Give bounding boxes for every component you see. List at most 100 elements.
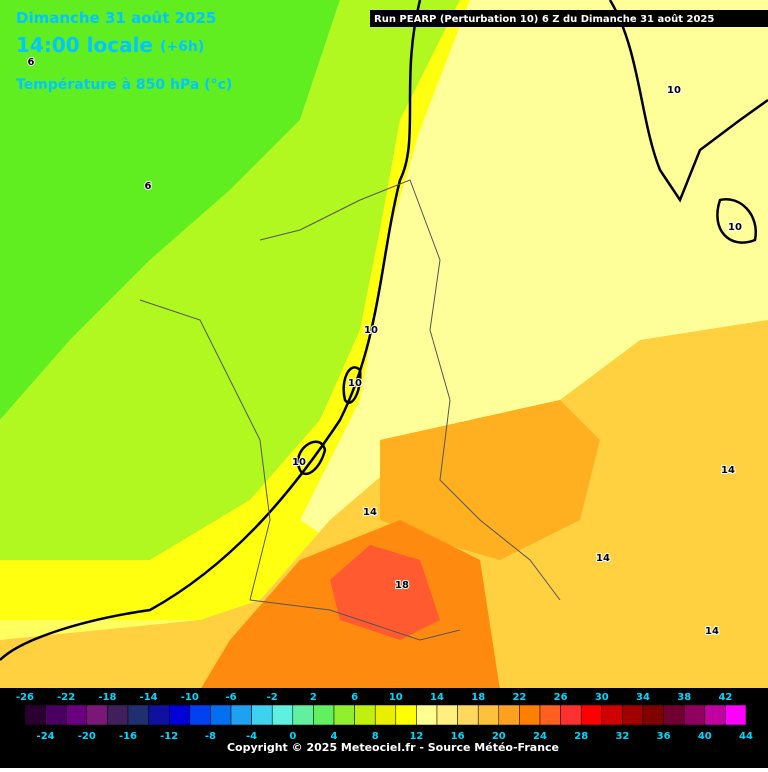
coastline xyxy=(139,299,271,601)
colorbar-label: 40 xyxy=(698,731,712,742)
colorbar-label: 34 xyxy=(636,692,650,703)
colorbar-label: -22 xyxy=(57,692,75,703)
contour-label: 14 xyxy=(721,465,735,476)
colorbar-swatch xyxy=(683,704,706,726)
contour-label: 14 xyxy=(363,507,377,518)
colorbar-swatch xyxy=(354,704,376,726)
colorbar-swatch xyxy=(271,704,294,726)
colorbar-swatch xyxy=(107,704,129,726)
colorbar-label: -14 xyxy=(140,692,158,703)
colorbar-swatch xyxy=(477,704,500,726)
legend-bar xyxy=(0,688,768,768)
colorbar-label: -8 xyxy=(205,731,216,742)
colorbar-label: -16 xyxy=(119,731,137,742)
contour-label: 6 xyxy=(145,181,152,192)
contour-label: 10 xyxy=(348,378,362,389)
colorbar-swatch xyxy=(457,704,479,726)
colorbar-swatch xyxy=(86,704,108,726)
colorbar-label: 6 xyxy=(351,692,358,703)
borders xyxy=(139,179,561,641)
colorbar-swatch xyxy=(189,704,211,726)
colorbar-swatch xyxy=(436,704,458,726)
warm-region xyxy=(300,0,768,540)
colorbar-label: -24 xyxy=(37,731,55,742)
colorbar-swatch xyxy=(45,704,67,726)
colorbar-swatch xyxy=(65,704,88,726)
colorbar-label: 12 xyxy=(409,731,423,742)
header: Run PEARP (Perturbation 10) 6 Z du Diman… xyxy=(374,13,714,25)
colorbar-swatch xyxy=(210,704,232,726)
colorbar-label: 32 xyxy=(615,731,629,742)
colorbar-label: 2 xyxy=(310,692,317,703)
colorbar-swatch xyxy=(704,704,726,726)
header-bar xyxy=(370,10,768,27)
colorbar-swatch xyxy=(251,704,273,726)
colorbar-label: 26 xyxy=(554,692,568,703)
isotherm xyxy=(0,0,422,661)
contour-label: 10 xyxy=(364,325,378,336)
colorbar-label: 18 xyxy=(471,692,485,703)
title-field: Température à 850 hPa (°c) xyxy=(16,77,232,93)
contour-label: 10 xyxy=(728,222,742,233)
colorbar-swatch xyxy=(168,704,191,726)
border xyxy=(259,179,561,601)
colorbar-swatch xyxy=(601,704,623,726)
hottest-region xyxy=(330,545,440,640)
colorbar-swatch xyxy=(395,704,417,726)
hotter-region xyxy=(380,400,600,560)
colorbar-label: -12 xyxy=(160,731,178,742)
contour-label: 10 xyxy=(292,457,306,468)
colorbar-label: 42 xyxy=(718,692,732,703)
colorbar-swatch xyxy=(498,704,520,726)
colorbar-label: 16 xyxy=(451,731,465,742)
colorbar-label: 28 xyxy=(574,731,588,742)
colorbar-swatch xyxy=(519,704,541,726)
colorbar-label: 0 xyxy=(289,731,296,742)
colorbar-label: 36 xyxy=(657,731,671,742)
colorbar-label: 38 xyxy=(677,692,691,703)
colorbar-label: -6 xyxy=(225,692,236,703)
colorbar-label: -4 xyxy=(246,731,257,742)
colorbar-swatch xyxy=(560,704,582,726)
cool-region xyxy=(0,0,460,560)
title-time: 14:00 locale xyxy=(16,33,153,57)
colorbar-label: -18 xyxy=(98,692,116,703)
isotherm xyxy=(296,440,327,476)
title-date: Dimanche 31 août 2025 xyxy=(16,9,216,27)
colorbar-swatch xyxy=(313,704,335,726)
colorbar-label: 44 xyxy=(739,731,753,742)
copyright: Copyright © 2025 Meteociel.fr - Source M… xyxy=(227,741,559,754)
colorbar-swatch xyxy=(230,704,252,726)
colorbar-label: 4 xyxy=(331,731,338,742)
colorbar-label: -26 xyxy=(16,692,34,703)
contour-label: 10 xyxy=(667,85,681,96)
border xyxy=(249,599,461,641)
colorbar-swatch xyxy=(127,704,149,726)
contour-label: 18 xyxy=(395,580,409,591)
colorbar-swatch xyxy=(642,704,664,726)
colorbar-swatch xyxy=(24,704,46,726)
colorbar-label: 22 xyxy=(512,692,526,703)
colorbar-label: 14 xyxy=(430,692,444,703)
contour-label: 14 xyxy=(596,553,610,564)
title-lead: (+6h) xyxy=(160,39,204,55)
colorbar-label: 24 xyxy=(533,731,547,742)
colorbar-swatch xyxy=(374,704,397,726)
colorbar-swatch xyxy=(292,704,314,726)
isotherm xyxy=(716,197,758,244)
colorbar-swatch xyxy=(725,704,747,726)
isotherm xyxy=(342,366,362,404)
colorbar-swatch xyxy=(539,704,561,726)
colorbar-swatch xyxy=(580,704,603,726)
colorbar-label: 10 xyxy=(389,692,403,703)
colorbar-swatch xyxy=(333,704,355,726)
colorbar-label: -20 xyxy=(78,731,96,742)
colorbar-label: 20 xyxy=(492,731,506,742)
colorbar-label: -10 xyxy=(181,692,199,703)
contour-label: 14 xyxy=(705,626,719,637)
colorbar-swatch xyxy=(416,704,438,726)
colorbar-label: -2 xyxy=(267,692,278,703)
cold-region xyxy=(0,0,340,420)
colorbar-swatch xyxy=(663,704,685,726)
